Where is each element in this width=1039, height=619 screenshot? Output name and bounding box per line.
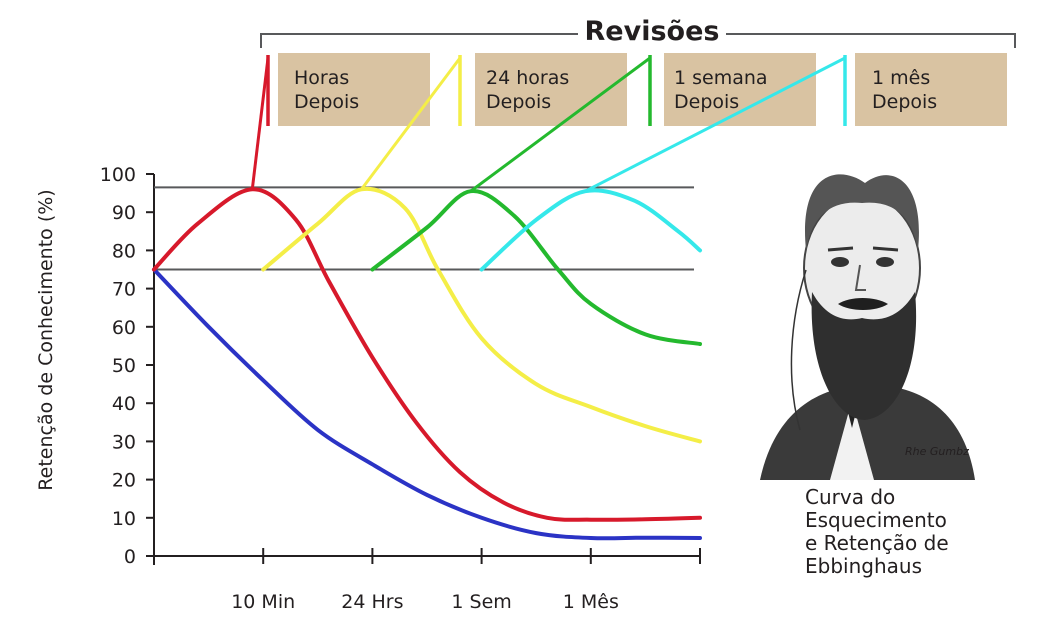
reference-lines bbox=[154, 186, 694, 271]
review-connector bbox=[584, 56, 846, 193]
y-tick-label: 90 bbox=[112, 202, 136, 224]
review-connectors bbox=[250, 55, 847, 193]
x-tick-label: 10 Min bbox=[231, 591, 295, 613]
retention-curve-4 bbox=[479, 188, 702, 272]
review-box-1: Horas Depois bbox=[278, 53, 430, 126]
y-tick-label: 100 bbox=[100, 164, 136, 186]
caption-line-1: Curva do bbox=[805, 485, 896, 509]
y-tick-label: 20 bbox=[112, 470, 136, 492]
y-tick-labels: 0 10 20 30 40 50 60 70 80 90 100 bbox=[100, 164, 154, 568]
retention-curve-1 bbox=[152, 187, 702, 522]
review-box-2-line2: Depois bbox=[486, 91, 551, 113]
review-box-1-line2: Depois bbox=[294, 91, 359, 113]
review-box-4-line1: 1 mês bbox=[872, 67, 930, 89]
y-tick-label: 50 bbox=[112, 355, 136, 377]
reviews-bracket: Revisões bbox=[260, 16, 1016, 48]
caption-line-2: Esquecimento bbox=[805, 508, 947, 532]
reviews-header: Revisões bbox=[585, 16, 720, 47]
y-tick-label: 60 bbox=[112, 317, 136, 339]
review-connector bbox=[250, 57, 270, 190]
y-tick-label: 40 bbox=[112, 393, 136, 415]
retention-curve-2 bbox=[261, 186, 702, 444]
retention-curve-3 bbox=[370, 189, 702, 346]
review-box-3-line2: Depois bbox=[674, 91, 739, 113]
retention-curves bbox=[152, 186, 702, 541]
caption-line-4: Ebbinghaus bbox=[805, 554, 922, 578]
y-tick-label: 80 bbox=[112, 240, 136, 262]
x-tick-label: 1 Mês bbox=[563, 591, 619, 613]
review-connector bbox=[360, 57, 462, 191]
x-tick-label: 24 Hrs bbox=[341, 591, 403, 613]
y-tick-label: 0 bbox=[124, 546, 136, 568]
review-box-2-line1: 24 horas bbox=[486, 67, 569, 89]
review-box-4-line2: Depois bbox=[872, 91, 937, 113]
review-box-3-line1: 1 semana bbox=[674, 67, 768, 89]
x-tick-labels: 10 Min 24 Hrs 1 Sem 1 Mês bbox=[153, 548, 701, 613]
review-connector bbox=[469, 56, 651, 193]
review-box-3: 1 semana Depois bbox=[664, 53, 816, 126]
y-tick-label: 10 bbox=[112, 508, 136, 530]
portrait-signature: Rhe Gumbz bbox=[905, 445, 969, 458]
review-box-4: 1 mês Depois bbox=[855, 53, 1007, 126]
y-tick-label: 30 bbox=[112, 431, 136, 453]
retention-curve-0 bbox=[152, 267, 702, 541]
caption-line-3: e Retenção de bbox=[805, 531, 949, 555]
ebbinghaus-portrait: Rhe Gumbz bbox=[760, 174, 975, 480]
review-box-1-line1: Horas bbox=[294, 67, 349, 89]
y-tick-label: 70 bbox=[112, 279, 136, 301]
y-axis-label: Retenção de Conhecimento (%) bbox=[35, 189, 57, 490]
review-box-2: 24 horas Depois bbox=[475, 53, 627, 126]
x-tick-label: 1 Sem bbox=[451, 591, 511, 613]
caption: Curva do Esquecimento e Retenção de Ebbi… bbox=[805, 486, 949, 578]
